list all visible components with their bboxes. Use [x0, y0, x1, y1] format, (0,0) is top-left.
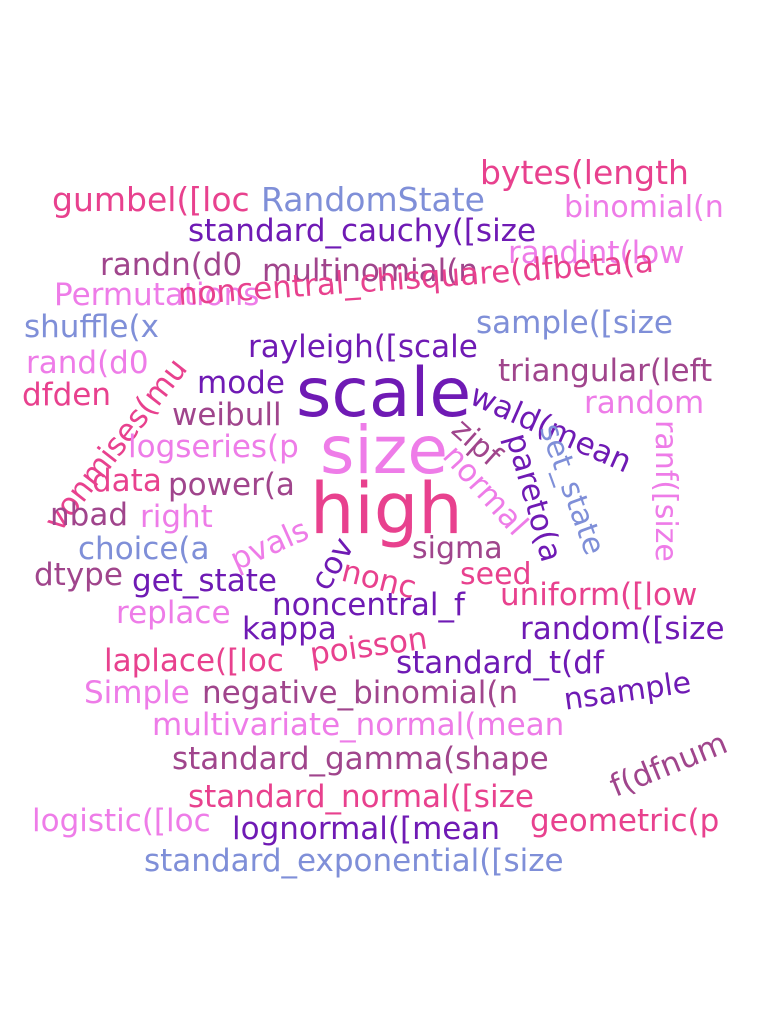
word-randomstate: RandomState [261, 180, 485, 219]
word-standard-normal: standard_normal([size [188, 779, 534, 815]
word-binomial: binomial(n [564, 190, 724, 225]
word-standard-exponential: standard_exponential([size [144, 843, 564, 879]
word-uniform: uniform([low [500, 577, 698, 613]
word-get-state: get_state [132, 563, 277, 599]
word-data: data [92, 463, 162, 499]
word-geometric: geometric(p [530, 803, 720, 839]
word-randn: randn(d0 [100, 247, 243, 283]
word-triangular: triangular(left [498, 353, 713, 389]
word-standard-cauchy: standard_cauchy([size [188, 213, 537, 249]
word-random: random [584, 385, 705, 421]
word-size: size [320, 412, 448, 489]
word-replace: replace [116, 595, 231, 631]
word-sample: sample([size [476, 305, 674, 341]
word-rand: rand(d0 [26, 345, 149, 381]
word-bytes: bytes(length [480, 153, 689, 192]
word-multinomial: multinomial(n [262, 253, 479, 289]
word-standard-t: standard_t(df [396, 645, 604, 681]
word-power: power(a [168, 467, 295, 503]
word-dfden: dfden [22, 377, 111, 413]
word-seed: seed [460, 557, 532, 592]
word-laplace: laplace([loc [104, 643, 284, 679]
word-negative-binomial: negative_binomial(n [202, 675, 519, 711]
word-logistic: logistic([loc [32, 803, 211, 839]
word-simple: Simple [84, 675, 190, 711]
word-f-dfnum: f(dfnum [604, 725, 733, 805]
word-multivariate-normal: multivariate_normal(mean [152, 707, 565, 743]
word-nbad: nbad [50, 497, 128, 533]
word-gumbel: gumbel([loc [52, 180, 250, 219]
word-randint: randint(low [508, 235, 685, 271]
word-standard-gamma: standard_gamma(shape [172, 741, 549, 777]
word-rayleigh: rayleigh([scale [248, 329, 478, 365]
word-random-size: random([size [520, 611, 725, 647]
word-right: right [140, 499, 213, 535]
word-noncentral-f: noncentral_f [272, 587, 465, 623]
word-weibull: weibull [172, 397, 282, 433]
word-scale: scale [296, 354, 472, 433]
word-kappa: kappa [242, 611, 337, 647]
word-ranf: ranf([size [648, 420, 683, 562]
word-sigma: sigma [412, 531, 503, 566]
word-lognormal: lognormal([mean [232, 811, 500, 847]
word-high: high [310, 468, 463, 550]
word-choice: choice(a [78, 531, 210, 567]
word-permutations: Permutations [54, 277, 260, 313]
word-dtype: dtype [34, 557, 123, 593]
word-mode: mode [197, 365, 285, 401]
word-shuffle: shuffle(x [24, 309, 159, 345]
word-logseries: logseries(p [128, 429, 299, 465]
